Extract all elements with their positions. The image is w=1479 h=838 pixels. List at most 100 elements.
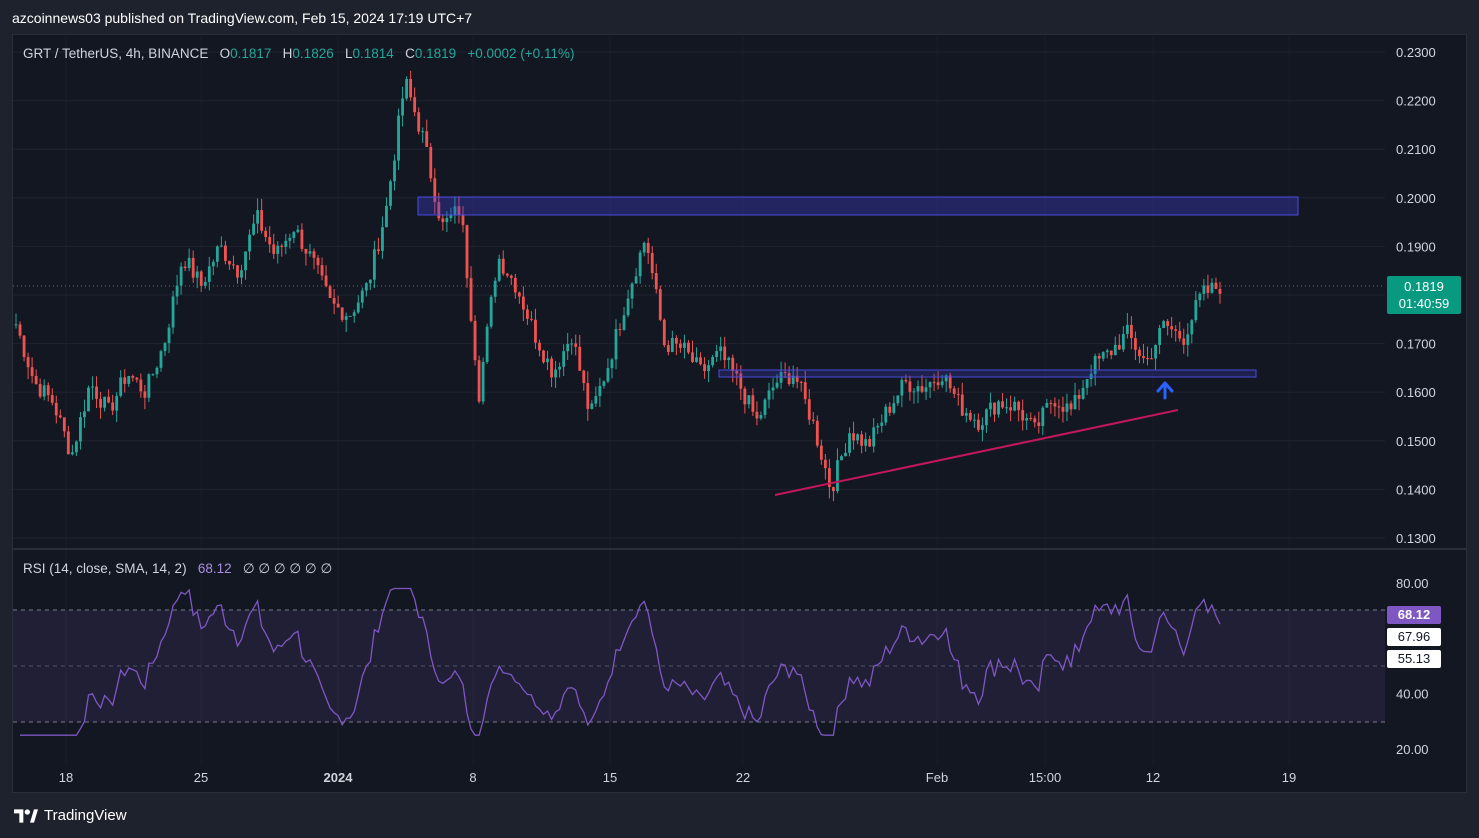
candle-body xyxy=(1065,403,1069,412)
symbol-name: GRT / TetherUS, 4h, BINANCE xyxy=(23,46,209,61)
candle-body xyxy=(928,382,932,388)
candle-body xyxy=(18,324,22,336)
tradingview-logo-icon xyxy=(14,808,38,823)
candle-body xyxy=(654,273,658,290)
candle-body xyxy=(401,98,404,116)
candle-body xyxy=(360,290,364,303)
candle-body xyxy=(441,218,445,223)
candle-body xyxy=(658,289,662,320)
candle-body xyxy=(562,351,566,367)
candle-body xyxy=(163,343,167,352)
candle-body xyxy=(276,245,280,254)
candle-body xyxy=(284,240,288,247)
candle-body xyxy=(171,296,175,328)
candle-body xyxy=(1081,387,1085,399)
candle-body xyxy=(75,441,78,453)
grid xyxy=(13,36,1385,765)
candle-body xyxy=(727,357,731,361)
candle-body xyxy=(449,214,453,219)
candle-body xyxy=(1033,418,1037,423)
candle-body xyxy=(356,302,360,313)
candle-body xyxy=(1113,344,1117,356)
candle-body xyxy=(1174,329,1178,331)
candle-body xyxy=(513,277,517,293)
rsi-value: 68.12 xyxy=(197,561,232,576)
candle-body xyxy=(300,229,304,249)
candle-body xyxy=(1109,350,1113,356)
candle-body xyxy=(707,365,711,372)
candle-body xyxy=(976,419,980,430)
candle-body xyxy=(972,419,976,421)
candle-body xyxy=(827,468,831,488)
candle-body xyxy=(574,343,578,347)
candle-body xyxy=(87,387,90,412)
price-axis-label: 0.1400 xyxy=(1396,482,1436,497)
candle-body xyxy=(892,403,896,413)
candle-body xyxy=(191,257,195,278)
candle-body xyxy=(888,406,892,413)
time-axis-label: 15:00 xyxy=(1029,770,1062,785)
brand-name: TradingView xyxy=(44,807,127,824)
candle-body xyxy=(642,242,646,253)
candle-body xyxy=(280,245,284,247)
candle-body xyxy=(811,419,815,421)
candle-body xyxy=(1085,378,1089,388)
high-label: H xyxy=(282,46,293,61)
candle-body xyxy=(674,337,678,344)
candle-body xyxy=(924,387,928,392)
candle-body xyxy=(1013,401,1017,411)
candle-body xyxy=(304,248,308,254)
candle-body xyxy=(530,318,533,320)
candle-body xyxy=(1077,394,1081,399)
tradingview-brand[interactable]: TradingView xyxy=(14,807,127,824)
candle-body xyxy=(66,431,70,455)
candle-body xyxy=(256,210,260,224)
candle-body xyxy=(755,411,759,419)
ascending-trendline xyxy=(774,409,1179,496)
candle-body xyxy=(340,307,344,320)
candle-body xyxy=(34,375,38,385)
candle-body xyxy=(457,206,461,215)
candle-body xyxy=(1105,350,1109,353)
candle-body xyxy=(743,388,747,405)
candle-body xyxy=(550,358,553,378)
candle-body xyxy=(352,312,356,316)
candle-body xyxy=(880,422,884,426)
price-axis-label: 0.2000 xyxy=(1396,191,1436,206)
candle-body xyxy=(691,352,694,362)
candle-body xyxy=(952,388,956,394)
time-axis-label: 19 xyxy=(1282,770,1296,785)
candle-body xyxy=(1117,344,1121,350)
candle-body xyxy=(767,390,771,400)
candle-body xyxy=(940,381,944,386)
candle-body xyxy=(626,298,630,316)
candle-body xyxy=(437,201,441,219)
symbol-legend: GRT / TetherUS, 4h, BINANCE O0.1817 H0.1… xyxy=(23,46,574,61)
candle-body xyxy=(868,439,872,447)
candle-body xyxy=(606,368,610,382)
candle-body xyxy=(107,396,111,403)
candle-body xyxy=(111,402,115,411)
candle-body xyxy=(1166,321,1170,327)
candle-body xyxy=(70,452,74,455)
candle-body xyxy=(385,205,388,228)
candle-body xyxy=(715,351,719,357)
candle-body xyxy=(413,97,417,113)
candle-body xyxy=(908,381,912,392)
candle-body xyxy=(1093,355,1097,374)
candle-body xyxy=(1129,324,1133,339)
candle-body xyxy=(433,178,437,202)
candle-body xyxy=(687,342,690,353)
candle-body xyxy=(1045,403,1049,408)
candle-body xyxy=(650,253,654,274)
candle-body xyxy=(240,270,243,278)
candle-body xyxy=(272,244,276,254)
candle-body xyxy=(521,296,525,310)
candle-body xyxy=(1021,410,1025,421)
candle-body xyxy=(260,210,264,231)
candle-body xyxy=(409,78,413,98)
price-axis-label: 0.2300 xyxy=(1396,45,1436,60)
resistance-zone xyxy=(417,196,1299,216)
candle-body xyxy=(79,417,82,442)
